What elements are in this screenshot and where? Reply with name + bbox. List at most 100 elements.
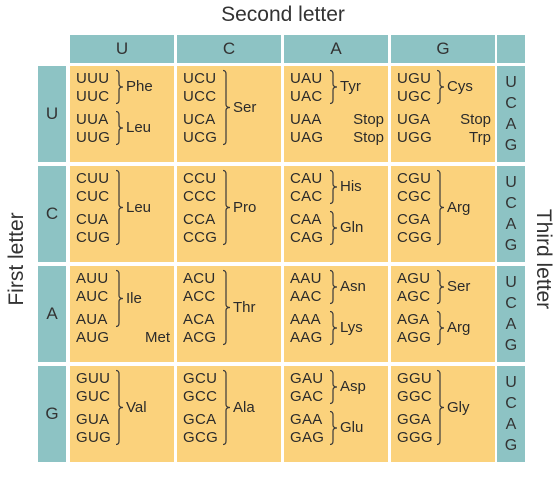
codon-cau: CAU (290, 170, 323, 187)
amino-acid-label: Gln (340, 219, 364, 236)
brace-icon (222, 69, 231, 146)
codon-gua: GUA (76, 411, 110, 428)
codon-caa: CAA (290, 211, 322, 228)
codon-gug: GUG (76, 429, 112, 446)
amino-acid-label: Cys (447, 78, 473, 95)
amino-acid-label: Trp (469, 129, 491, 146)
amino-acid-label: Stop (353, 111, 384, 128)
codon-cgc: CGC (397, 188, 432, 205)
brace-icon (115, 69, 124, 105)
third-letter-c: C (505, 394, 517, 412)
codon-uca: UCA (183, 111, 216, 128)
codon-acu: ACU (183, 270, 216, 287)
brace-icon (115, 169, 124, 246)
codon-guc: GUC (76, 388, 111, 405)
amino-acid-label: Stop (460, 111, 491, 128)
third-letter-c: C (505, 294, 517, 312)
third-letter-g: G (504, 136, 518, 154)
codon-cell: AUU AUC AUA AUG Ile Met (70, 266, 174, 362)
first-letter-title: First letter (5, 212, 28, 306)
brace-icon (329, 410, 338, 446)
codon-gcg: GCG (183, 429, 219, 446)
codon-ugc: UGC (397, 88, 432, 105)
codon-cell: AAU AAC AAA AAG Asn Lys (284, 266, 388, 362)
brace-icon (436, 69, 445, 105)
amino-acid-label: Arg (447, 198, 471, 216)
third-letter-a: A (505, 115, 517, 133)
amino-acid-label: Gly (447, 398, 470, 416)
amino-acid-label: Asn (340, 278, 366, 295)
codon-cca: CCA (183, 211, 216, 228)
amino-acid-label: Tyr (340, 78, 361, 95)
codon-guu: GUU (76, 370, 111, 387)
amino-acid-label: Lys (340, 319, 363, 336)
codon-cell: UUU UUC UUA UUG Phe Leu (70, 66, 174, 162)
codon-ugg: UGG (397, 129, 433, 146)
codon-gcu: GCU (183, 370, 218, 387)
codon-uag: UAG (290, 129, 324, 146)
codon-aca: ACA (183, 311, 215, 328)
codon-ucc: UCC (183, 88, 217, 105)
third-letter-u: U (505, 173, 517, 191)
codon-uac: UAC (290, 88, 323, 105)
amino-acid-label: His (340, 178, 362, 195)
codon-gcc: GCC (183, 388, 218, 405)
codon-cell: GGU GGC GGA GGG Gly (391, 366, 495, 462)
codon-uga: UGA (397, 111, 431, 128)
codon-cgg: CGG (397, 229, 433, 246)
codon-cua: CUA (76, 211, 109, 228)
second-letter-header-c: C (177, 35, 281, 63)
codon-gaa: GAA (290, 411, 323, 428)
codon-ggg: GGG (397, 429, 433, 446)
codon-cell: UGU UGC UGA UGG Cys Stop Trp (391, 66, 495, 162)
codon-cug: CUG (76, 229, 111, 246)
codon-gau: GAU (290, 370, 324, 387)
codon-ccg: CCG (183, 229, 218, 246)
second-letter-header-a: A (284, 35, 388, 63)
brace-icon (436, 369, 445, 446)
codon-cuu: CUU (76, 170, 110, 187)
codon-aua: AUA (76, 311, 108, 328)
brace-icon (329, 69, 338, 105)
codon-cell: CAU CAC CAA CAG His Gln (284, 166, 388, 262)
brace-icon (329, 269, 338, 305)
codon-ucg: UCG (183, 129, 218, 146)
codon-ugu: UGU (397, 70, 432, 87)
codon-uua: UUA (76, 111, 109, 128)
amino-acid-label: Leu (126, 198, 152, 216)
third-letter-u: U (505, 73, 517, 91)
amino-acid-label: Ala (233, 398, 255, 416)
third-letter-a: A (505, 315, 517, 333)
brace-icon (329, 310, 338, 346)
amino-acid-label: Met (144, 329, 170, 346)
codon-cell: AGU AGC AGA AGG Ser Arg (391, 266, 495, 362)
codon-cell: CGU CGC CGA CGG Arg (391, 166, 495, 262)
codon-cell: CUU CUC CUA CUG Leu (70, 166, 174, 262)
codon-acg: ACG (183, 329, 217, 346)
amino-acid-label: Arg (447, 319, 471, 336)
third-letter-c: C (505, 94, 517, 112)
brace-icon (329, 369, 338, 405)
codon-uug: UUG (76, 129, 111, 146)
third-letter-u: U (505, 373, 517, 391)
codon-gca: GCA (183, 411, 217, 428)
brace-icon (222, 269, 231, 346)
codon-cac: CAC (290, 188, 323, 205)
amino-acid-label: Thr (233, 298, 256, 316)
codon-auu: AUU (76, 270, 109, 287)
codon-agc: AGC (397, 288, 431, 305)
codon-uaa: UAA (290, 111, 322, 128)
codon-ggc: GGC (397, 388, 433, 405)
codon-aga: AGA (397, 311, 430, 328)
amino-acid-label: Glu (340, 419, 364, 436)
codon-cell: UCU UCC UCA UCG Ser (177, 66, 281, 162)
codon-acc: ACC (183, 288, 216, 305)
codon-uuc: UUC (76, 88, 110, 105)
codon-cell: CCU CCC CCA CCG Pro (177, 166, 281, 262)
codon-cell: ACU ACC ACA ACG Thr (177, 266, 281, 362)
third-letter-c: C (505, 194, 517, 212)
codon-ucu: UCU (183, 70, 217, 87)
